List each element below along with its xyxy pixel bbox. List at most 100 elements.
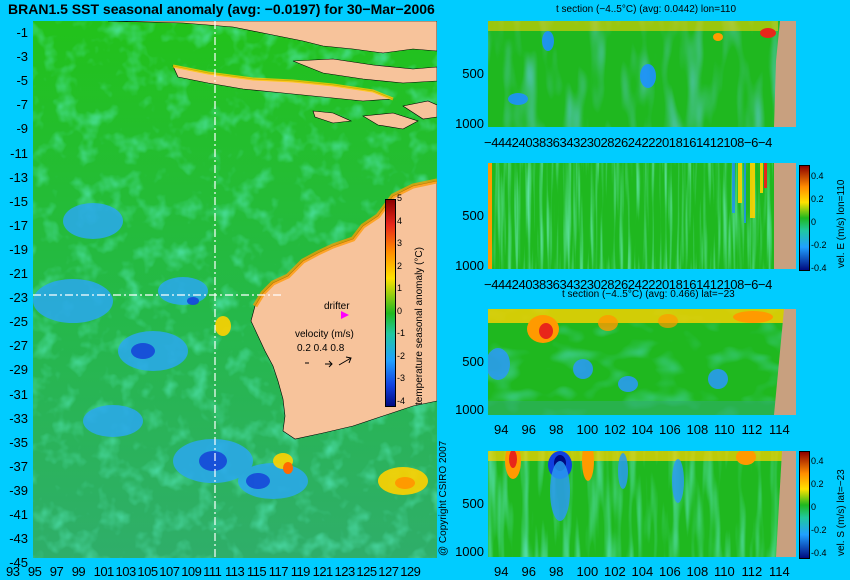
sst-map-canvas bbox=[33, 21, 437, 558]
map-lon-tick: 129 bbox=[400, 564, 421, 579]
map-colorbar-tick: -2 bbox=[397, 350, 406, 361]
section4-colorbar-tick: -0.2 bbox=[811, 525, 827, 535]
section3-xtick: 114 bbox=[769, 422, 790, 437]
section4-canvas bbox=[488, 451, 796, 557]
sst-map[interactable]: 5 4 3 2 1 0 -1 -2 -3 -4 temperature seasonal anom… bbox=[33, 21, 437, 558]
section4-colorbar bbox=[799, 451, 810, 559]
section2-colorbar-tick: 0 bbox=[811, 217, 817, 227]
map-lon-tick: 113 bbox=[225, 564, 245, 579]
section1-plot[interactable] bbox=[488, 21, 796, 127]
section2-ytick-1000: 1000 bbox=[455, 258, 484, 273]
section2-xticks: −4442403836343230282624222018161412108−6… bbox=[484, 277, 772, 292]
drifter-marker[interactable] bbox=[341, 311, 349, 319]
map-lon-tick: 95 bbox=[27, 564, 42, 579]
map-lon-tick: 115 bbox=[246, 564, 267, 579]
map-lon-tick: 119 bbox=[290, 564, 311, 579]
section1-ytick-1000: 1000 bbox=[455, 116, 484, 131]
section2-colorbar-tick: 0.4 bbox=[811, 171, 824, 181]
map-lon-tick: 125 bbox=[356, 564, 377, 579]
section1-title: t section (−4..5°C) (avg: 0.0442) lon=11… bbox=[556, 4, 737, 15]
section4-xtick: 96 bbox=[521, 564, 536, 579]
map-lat-tick: -39 bbox=[9, 482, 28, 498]
map-lat-tick: -25 bbox=[9, 314, 28, 330]
map-lat-tick: -41 bbox=[9, 507, 28, 522]
section3-xtick: 98 bbox=[549, 422, 564, 437]
map-colorbar-tick: 5 bbox=[397, 193, 403, 203]
velocity-scale-arrows bbox=[305, 356, 352, 368]
map-lat-tick: -33 bbox=[9, 410, 28, 426]
map-colorbar bbox=[385, 199, 396, 407]
section4-xtick: 114 bbox=[769, 564, 790, 579]
copyright-text: @ Copyright CSIRO 2007 bbox=[438, 440, 449, 556]
drifter-label: drifter bbox=[324, 301, 350, 312]
section4-colorbar-tick: 0.2 bbox=[811, 479, 824, 489]
section2-colorbar bbox=[799, 165, 810, 271]
section3-xtick: 112 bbox=[741, 422, 763, 437]
section2-colorbar-tick: -0.2 bbox=[811, 240, 827, 250]
page-title: BRAN1.5 SST seasonal anomaly (avg: −0.01… bbox=[8, 1, 435, 17]
section3-title: t section (−4..5°C) (avg: 0.466) lat=−23 bbox=[562, 289, 735, 300]
map-lon-tick: 97 bbox=[49, 564, 64, 579]
map-lat-tick: -35 bbox=[9, 434, 28, 450]
map-lat-tick: -15 bbox=[9, 193, 28, 209]
map-lat-tick: -21 bbox=[9, 266, 28, 281]
map-colorbar-tick: 0 bbox=[397, 305, 403, 316]
section3-xtick: 96 bbox=[521, 422, 536, 437]
map-lat-tick: -19 bbox=[9, 241, 28, 257]
map-colorbar-tick: 1 bbox=[397, 283, 403, 293]
map-colorbar-tick: 2 bbox=[397, 260, 403, 271]
map-lon-tick: 93 bbox=[6, 564, 20, 579]
section4-xtick: 102 bbox=[604, 564, 626, 579]
section4-plot[interactable] bbox=[488, 451, 796, 557]
section3-ytick-500: 500 bbox=[462, 354, 484, 369]
section3-xtick: 94 bbox=[494, 422, 509, 437]
section4-ytick-1000: 1000 bbox=[455, 544, 484, 559]
section1-xticks: −4442403836343230282624222018161412108−6… bbox=[484, 135, 772, 150]
map-lat-tick: -43 bbox=[9, 531, 28, 547]
map-colorbar-tick: -1 bbox=[397, 328, 406, 338]
map-lat-tick: -37 bbox=[9, 458, 28, 474]
section2-colorbar-tick: -0.4 bbox=[811, 263, 827, 273]
map-lat-tick: -11 bbox=[10, 145, 28, 161]
section4-xtick: 108 bbox=[686, 564, 709, 579]
map-colorbar-tick: 4 bbox=[397, 215, 403, 226]
map-lon-tick: 111 bbox=[203, 564, 222, 579]
map-colorbar-tick: -3 bbox=[397, 373, 406, 383]
map-lon-tick: 127 bbox=[378, 564, 399, 579]
map-lat-tick: -5 bbox=[16, 73, 28, 89]
section1-ytick-500: 500 bbox=[462, 66, 484, 81]
section4-colorbar-tick: -0.4 bbox=[811, 548, 827, 558]
section3-canvas bbox=[488, 309, 796, 415]
map-lon-tick: 101 bbox=[93, 564, 115, 579]
section2-plot[interactable] bbox=[488, 163, 796, 269]
map-colorbar-label: temperature seasonal anomaly (°C) bbox=[414, 247, 425, 405]
map-lat-tick: -17 bbox=[9, 217, 28, 233]
map-lon-tick: 109 bbox=[181, 564, 202, 579]
map-lon-tick: 107 bbox=[159, 564, 180, 579]
map-lat-tick: -9 bbox=[16, 121, 28, 137]
velocity-scale-text: 0.2 0.4 0.8 bbox=[297, 343, 345, 354]
section4-xtick: 110 bbox=[714, 564, 735, 579]
velocity-label: velocity (m/s) bbox=[295, 329, 354, 340]
section4-colorbar-tick: 0.4 bbox=[811, 456, 824, 466]
section1-canvas bbox=[488, 21, 796, 127]
map-lat-tick: -23 bbox=[9, 290, 28, 306]
section4-colorbar-tick: 0 bbox=[811, 502, 817, 512]
map-colorbar-tick: 3 bbox=[397, 238, 403, 248]
map-colorbar-tick: -4 bbox=[397, 395, 406, 406]
section4-xtick: 106 bbox=[659, 564, 681, 579]
map-lon-tick: 103 bbox=[115, 564, 137, 579]
section2-canvas bbox=[488, 163, 796, 269]
section3-xtick: 100 bbox=[576, 422, 599, 437]
section3-xtick: 110 bbox=[714, 422, 735, 437]
section4-xtick: 104 bbox=[631, 564, 654, 579]
map-lat-tick: -3 bbox=[16, 49, 28, 65]
section2-colorbar-tick: 0.2 bbox=[811, 194, 824, 204]
section4-xtick: 94 bbox=[494, 564, 509, 579]
section3-plot[interactable] bbox=[488, 309, 796, 415]
map-colorbar-ticks: 5 4 3 2 1 0 -1 -2 -3 -4 bbox=[397, 193, 411, 413]
section4-xtick: 98 bbox=[549, 564, 564, 579]
section3-ytick-1000: 1000 bbox=[455, 402, 484, 417]
section4-xtick: 100 bbox=[576, 564, 599, 579]
map-lat-tick: -29 bbox=[9, 362, 28, 378]
